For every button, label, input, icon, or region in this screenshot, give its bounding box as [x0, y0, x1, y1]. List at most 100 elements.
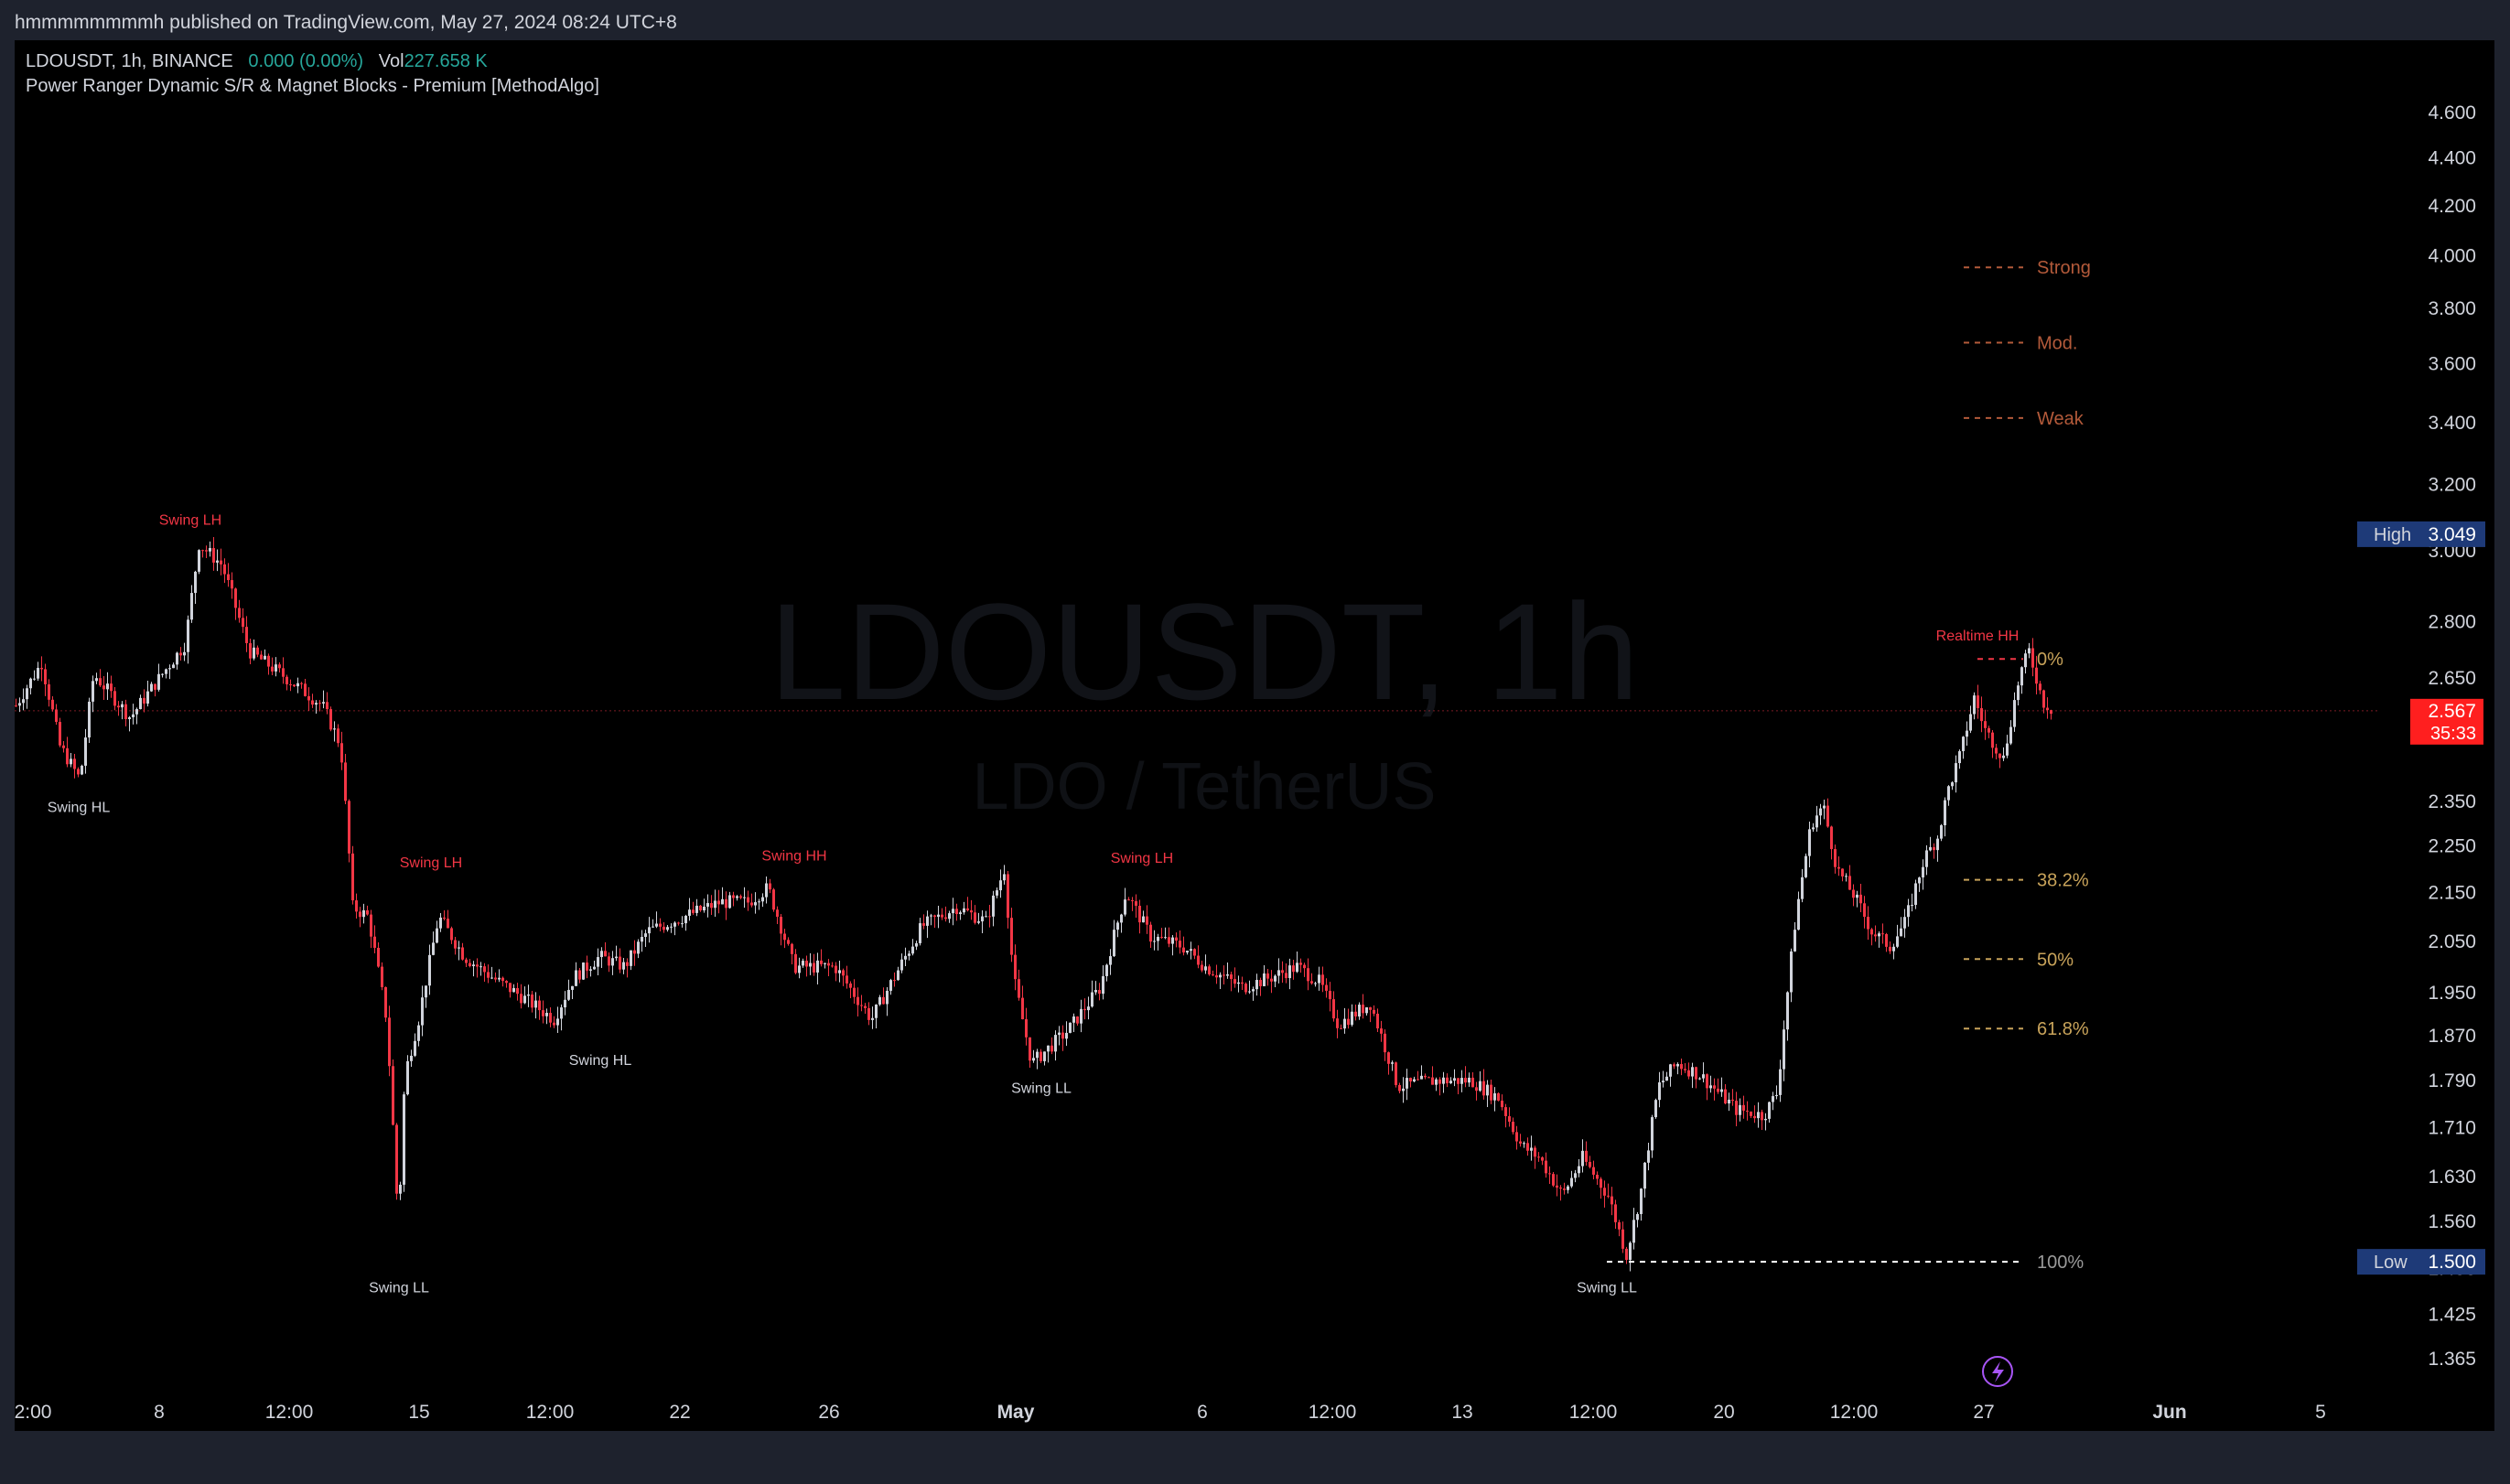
candle-body — [1900, 928, 1902, 937]
price-tick: 2.150 — [2428, 883, 2476, 904]
candle-body — [95, 678, 98, 682]
lightning-icon-bolt — [1992, 1361, 2004, 1382]
candle-body — [933, 915, 936, 918]
price-tick: 4.400 — [2428, 148, 2476, 169]
candle-body — [1438, 1079, 1441, 1084]
price-chart[interactable]: LDOUSDT, 1h LDO / TetherUS Strong Mod. Weak 0… — [15, 40, 2494, 1431]
candle-body — [1801, 876, 1804, 899]
candle-body — [666, 927, 669, 930]
candle-body — [447, 919, 449, 929]
candle-body — [48, 683, 50, 700]
price-tick: 1.950 — [2428, 983, 2476, 1004]
candle-body — [264, 655, 266, 660]
candle-body — [1281, 970, 1284, 973]
candle-body — [1874, 934, 1877, 937]
candle-body — [1395, 1062, 1397, 1085]
candle-body — [179, 652, 182, 656]
fib-label: 61.8% — [2037, 1019, 2089, 1039]
candle-body — [1819, 808, 1822, 816]
candle-body — [871, 1017, 874, 1020]
candle-body — [1717, 1088, 1719, 1092]
candle-body — [1475, 1087, 1478, 1091]
candle-body — [318, 703, 321, 704]
candle-body — [1852, 889, 1855, 898]
candle-body — [1720, 1089, 1723, 1092]
candle-body — [326, 702, 329, 710]
candle-body — [1479, 1081, 1481, 1091]
candle-body — [490, 977, 493, 979]
candle-body — [1255, 980, 1258, 990]
price-tick: 2.800 — [2428, 611, 2476, 632]
candle-body — [626, 962, 629, 966]
candle-body — [187, 619, 189, 652]
candle-body — [245, 627, 248, 643]
candle-body — [2039, 683, 2041, 691]
candle-body — [780, 917, 782, 934]
high-badge — [2357, 521, 2485, 547]
candle-body — [597, 957, 599, 967]
candle-body — [750, 902, 753, 906]
candle-body — [1834, 849, 1837, 867]
candle-body — [1918, 877, 1921, 884]
candle-body — [1113, 930, 1115, 957]
candle-body — [1713, 1085, 1716, 1089]
candle-body — [824, 962, 826, 964]
candle-body — [307, 695, 310, 701]
indicator-row[interactable]: Power Ranger Dynamic S/R & Magnet Blocks… — [26, 74, 599, 99]
candle-body — [1863, 903, 1866, 918]
candle-body — [1226, 974, 1229, 976]
candle-body — [985, 916, 987, 918]
candle-body — [311, 700, 314, 705]
candle-body — [1878, 933, 1880, 937]
candle-body — [798, 965, 801, 973]
watermark-symbol: LDOUSDT, 1h — [770, 575, 1639, 728]
candle-body — [146, 691, 149, 704]
candle-body — [1995, 747, 1998, 754]
high-badge-label: High — [2374, 525, 2411, 545]
candle-body — [769, 883, 771, 890]
candle-body — [542, 1010, 544, 1016]
candle-body — [1676, 1064, 1679, 1067]
candle-body — [2017, 685, 2020, 701]
price-tick: 1.710 — [2428, 1117, 2476, 1138]
candle-body — [1870, 929, 1873, 935]
candle-body — [465, 959, 468, 963]
candle-body — [1519, 1141, 1522, 1144]
candle-body — [73, 758, 76, 769]
swing-label: Swing LH — [400, 855, 462, 871]
candle-body — [300, 683, 303, 684]
candle-body — [377, 947, 380, 967]
lightning-icon[interactable] — [1982, 1356, 2013, 1387]
candle-body — [1376, 1013, 1379, 1029]
candle-body — [1124, 899, 1126, 915]
candle-body — [1578, 1166, 1580, 1174]
candle-body — [1186, 951, 1189, 953]
candle-body — [882, 996, 885, 1005]
candle-body — [117, 705, 120, 708]
candle-body — [1435, 1079, 1438, 1085]
candle-body — [1973, 695, 1976, 715]
candle-body — [1892, 946, 1895, 952]
candle-body — [1457, 1078, 1460, 1084]
candles — [15, 536, 2052, 1272]
candle-body — [1171, 937, 1174, 944]
bottom-strip — [0, 1431, 2510, 1484]
candle-body — [1204, 966, 1207, 971]
candle-body — [534, 1000, 537, 1008]
candle-body — [1182, 947, 1185, 953]
candle-body — [1563, 1188, 1566, 1190]
candle-body — [1702, 1074, 1705, 1079]
candle-body — [1120, 914, 1123, 923]
candle-body — [1288, 965, 1291, 979]
swing-label: Swing LL — [1577, 1281, 1637, 1296]
candle-body — [498, 977, 501, 980]
candle-body — [1021, 997, 1024, 1019]
candle-body — [113, 691, 116, 706]
symbol-row[interactable]: LDOUSDT, 1h, BINANCE 0.000 (0.00%) Vol22… — [26, 49, 599, 74]
candle-body — [1402, 1088, 1405, 1091]
candle-body — [2031, 648, 2034, 668]
candle-body — [523, 995, 526, 1004]
chart-panel[interactable]: LDOUSDT, 1h LDO / TetherUS Strong Mod. Weak 0… — [15, 40, 2494, 1431]
candle-body — [102, 685, 105, 690]
candle-body — [227, 574, 230, 581]
